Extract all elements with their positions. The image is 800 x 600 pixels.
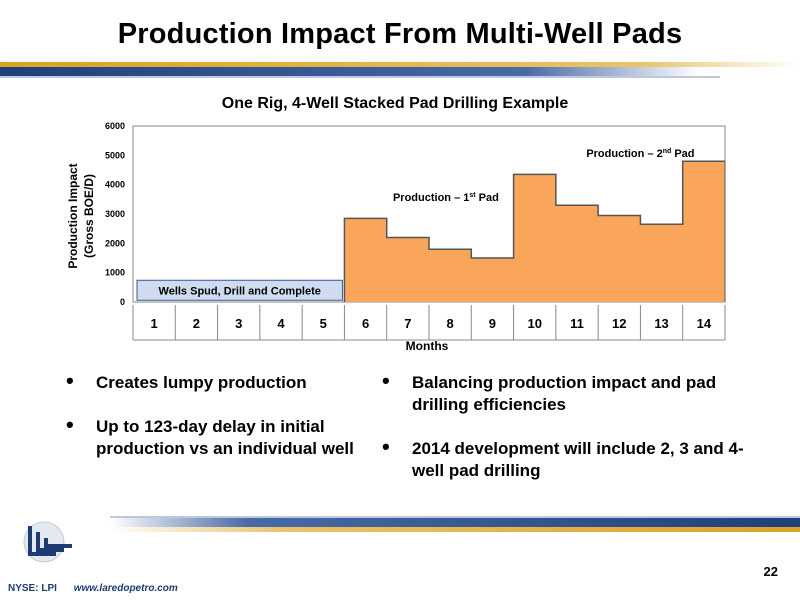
pad-annotation-label: Production – 2nd Pad [586,148,694,160]
x-tick-label: 3 [235,316,242,331]
y-tick-label: 3000 [105,209,125,219]
x-tick-label: 4 [277,316,285,331]
y-axis-label-line2: (Gross BOE/D) [82,174,96,258]
spud-annotation-label: Wells Spud, Drill and Complete [159,285,321,297]
bullets-left: Creates lumpy production Up to 123-day d… [66,370,366,482]
header-band [0,62,800,78]
y-tick-label: 5000 [105,150,125,160]
x-tick-label: 7 [404,316,411,331]
x-tick-label: 2 [193,316,200,331]
slide-title: Production Impact From Multi-Well Pads [117,18,683,50]
pad-annotation-label: Production – 1st Pad [393,192,499,204]
x-tick-label: 10 [527,316,541,331]
x-tick-label: 5 [320,316,327,331]
bullet-item: Creates lumpy production [66,370,366,394]
page-number: 22 [763,564,778,579]
chart-title: One Rig, 4-Well Stacked Pad Drilling Exa… [222,95,569,112]
x-tick-label: 1 [151,316,158,331]
x-tick-label: 6 [362,316,369,331]
spud-annotation-box [136,279,343,301]
x-tick-label: 14 [697,316,712,331]
y-tick-label: 6000 [105,121,125,131]
y-tick-label: 2000 [105,238,125,248]
company-logo [23,521,72,563]
footer: NYSE: LPI www.laredopetro.com [8,583,178,594]
production-step-line [343,160,725,302]
x-axis-label: Months [406,339,449,353]
bullet-item: 2014 development will include 2, 3 and 4… [382,436,752,482]
y-tick-label: 4000 [105,180,125,190]
y-tick-label: 1000 [105,268,125,278]
production-chart: One Rig, 4-Well Stacked Pad Drilling Exa… [66,95,726,353]
footer-band [110,516,800,532]
x-tick-label: 12 [612,316,626,331]
footer-ticker: NYSE: LPI [8,583,57,594]
y-tick-label: 0 [120,297,125,307]
production-area [344,161,725,302]
y-axis-label-line1: Production Impact [66,163,80,268]
bullets-right: Balancing production impact and pad dril… [382,370,752,504]
x-tick-label: 11 [570,316,584,331]
bullet-item: Balancing production impact and pad dril… [382,370,752,416]
x-tick-label: 9 [489,316,496,331]
x-tick-label: 13 [654,316,668,331]
footer-url[interactable]: www.laredopetro.com [73,583,178,594]
x-tick-label: 8 [447,316,454,331]
bullet-item: Up to 123-day delay in initial productio… [66,414,366,460]
